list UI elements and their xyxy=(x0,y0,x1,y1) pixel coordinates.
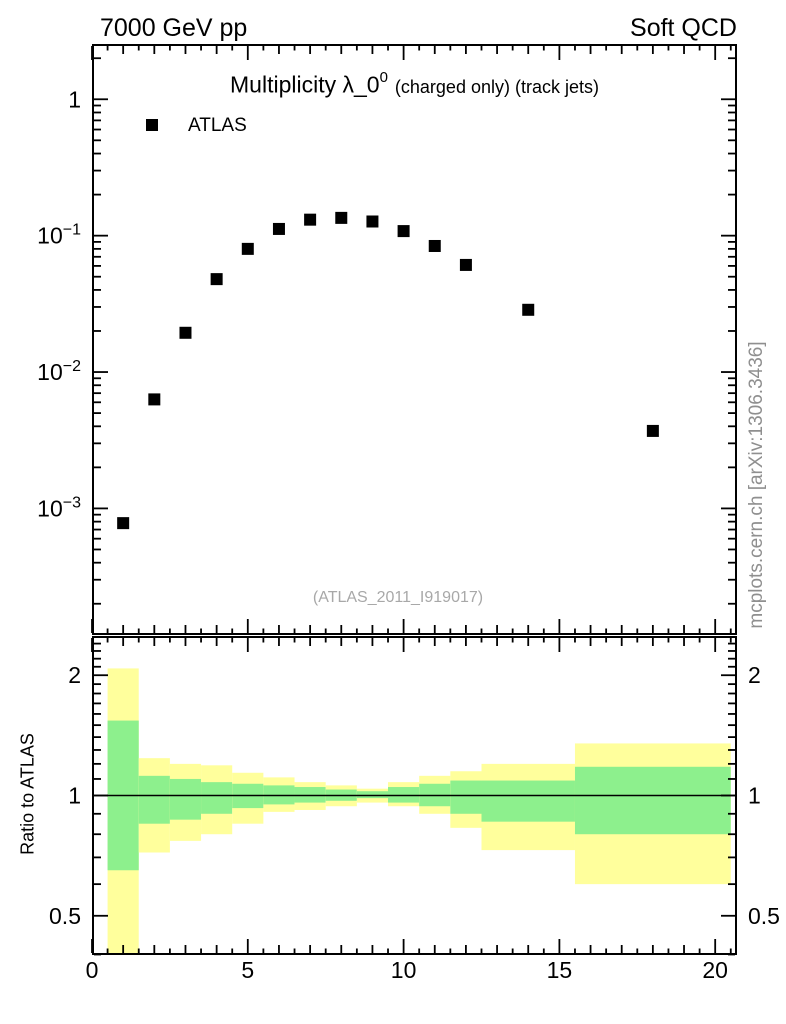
legend-square-marker-icon xyxy=(146,119,158,131)
plot-title-superscript: 0 xyxy=(379,69,388,86)
data-point xyxy=(459,258,472,271)
y-tick-label: 1 xyxy=(68,86,81,112)
process-group-label: Soft QCD xyxy=(630,14,737,42)
data-point xyxy=(366,215,379,228)
data-point xyxy=(335,211,348,224)
mcplots-arxiv-note: mcplots.cern.ch [arXiv:1306.3436] xyxy=(746,341,767,629)
data-point xyxy=(272,222,285,235)
data-point xyxy=(522,303,535,316)
data-point xyxy=(241,242,254,255)
plot-title: Multiplicity λ_00 (charged only) (track j… xyxy=(93,69,736,99)
legend-item-atlas: ATLAS xyxy=(188,115,247,136)
plot-title-qualifier: (charged only) (track jets) xyxy=(394,76,599,97)
band-inner xyxy=(201,782,233,814)
plot-title-main: Multiplicity λ_0 xyxy=(230,71,380,98)
band-inner xyxy=(169,778,202,820)
data-point xyxy=(646,424,659,437)
ratio-y-axis-title: Ratio to ATLAS xyxy=(17,733,38,855)
ratio-y-tick-label-right: 2 xyxy=(748,662,761,688)
band-inner xyxy=(356,791,389,799)
x-tick-label: 0 xyxy=(86,957,99,983)
data-point xyxy=(117,517,130,530)
band-inner xyxy=(481,780,575,822)
y-tick-label: 10−2 xyxy=(37,358,81,385)
x-tick-label: 15 xyxy=(547,957,573,983)
axis-ticks xyxy=(91,46,735,956)
data-point xyxy=(304,213,317,226)
ratio-y-tick-label-left: 0.5 xyxy=(49,903,81,929)
band-inner xyxy=(574,766,731,835)
ratio-y-tick-label-right: 0.5 xyxy=(748,903,780,929)
data-point xyxy=(179,326,192,339)
ratio-panel-frame xyxy=(92,636,737,955)
data-point xyxy=(397,225,410,238)
x-tick-label: 20 xyxy=(702,957,728,983)
beam-label: 7000 GeV pp xyxy=(100,14,248,42)
y-tick-label: 10−3 xyxy=(37,494,81,521)
ratio-y-tick-label-right: 1 xyxy=(748,783,761,809)
x-tick-label: 10 xyxy=(391,957,417,983)
y-tick-label: 10−1 xyxy=(37,222,81,249)
axis-labels: 1 10−1 10−2 10−3 0 5 10 15 20 2 2 1 1 0.5 0.5 xyxy=(37,86,780,983)
x-tick-label: 5 xyxy=(241,957,254,983)
data-point xyxy=(148,393,161,406)
data-point xyxy=(428,239,441,252)
main-panel-frame xyxy=(92,44,737,635)
band-inner xyxy=(138,775,170,824)
data-points xyxy=(117,211,659,530)
ratio-y-tick-label-left: 2 xyxy=(68,662,81,688)
band-inner xyxy=(450,780,482,814)
analysis-id-watermark: (ATLAS_2011_I919017) xyxy=(312,589,484,606)
data-point xyxy=(210,273,223,286)
uncertainty-bands xyxy=(107,668,731,953)
ratio-y-tick-label-left: 1 xyxy=(68,783,81,809)
